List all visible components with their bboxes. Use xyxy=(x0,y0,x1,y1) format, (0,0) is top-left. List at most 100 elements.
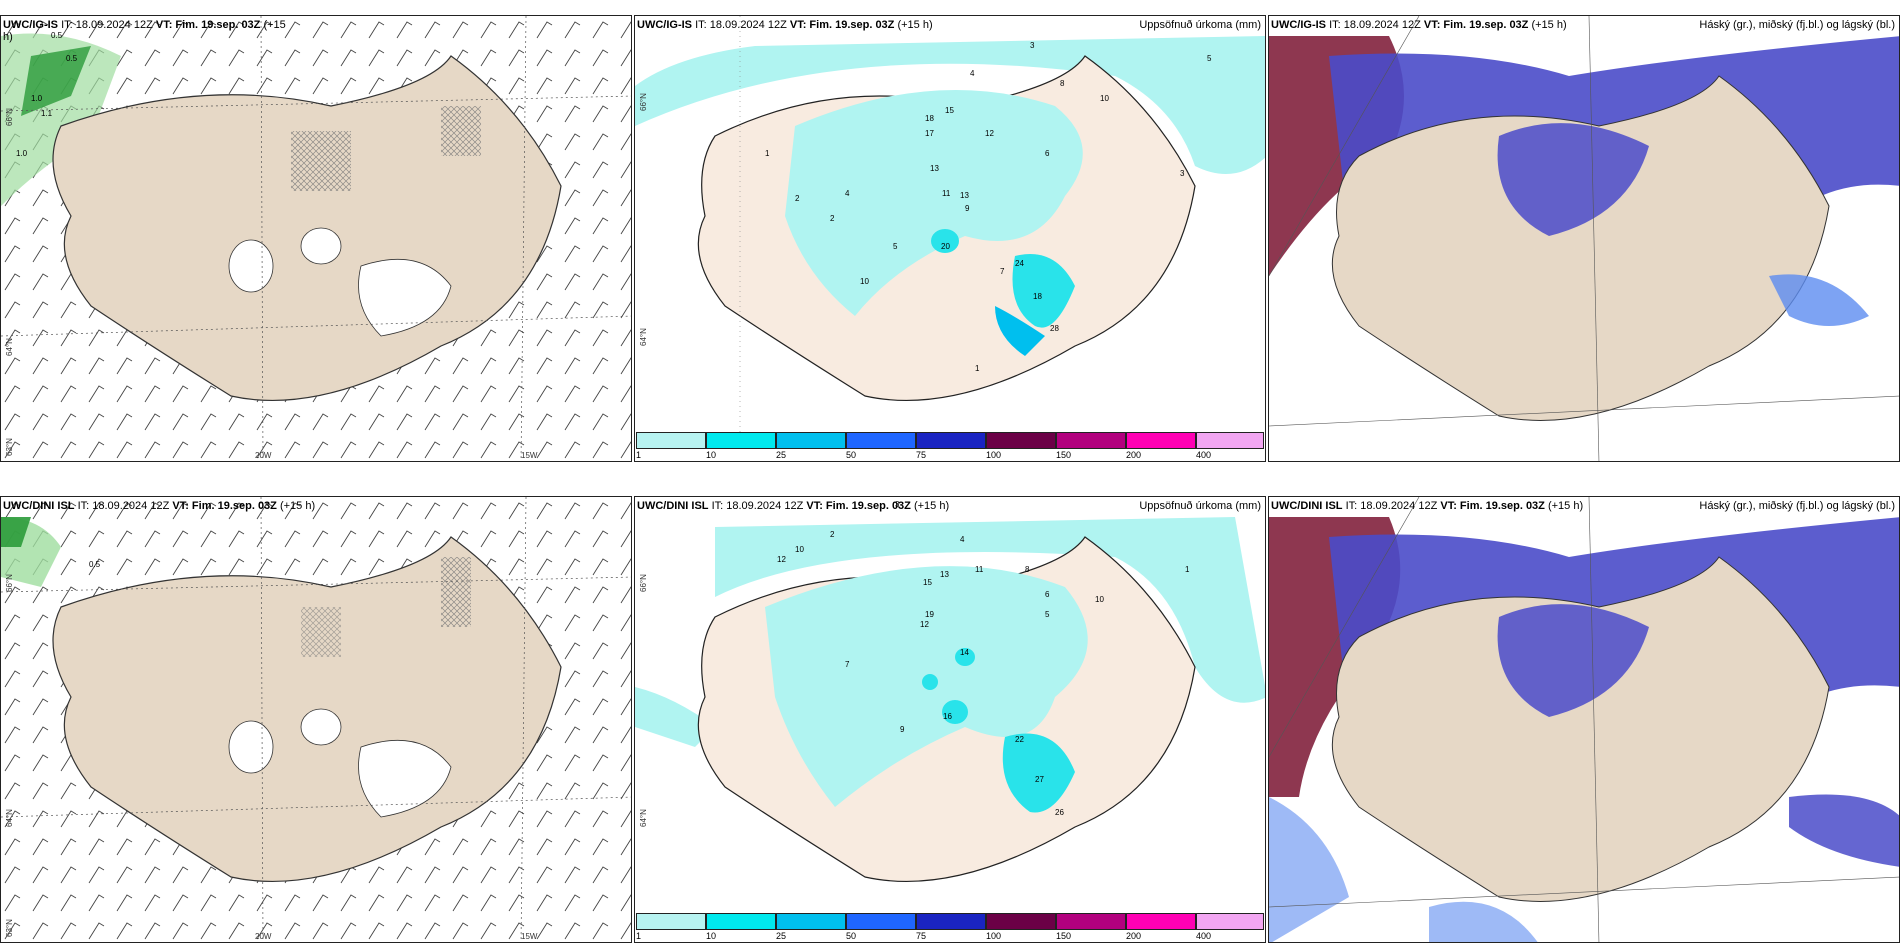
legend-swatch xyxy=(986,913,1056,930)
precip-value-labels: 3 2 4 12 10 15 13 11 12 8 14 16 19 27 26… xyxy=(777,500,1190,817)
valid-time: VT: Fim. 19.sep. 03Z xyxy=(789,19,895,31)
lead-time: (+15 h) xyxy=(897,19,933,31)
init-time: IT: 18.09.2024 12Z xyxy=(77,500,170,512)
legend-label: 150 xyxy=(1056,931,1072,941)
valid-time: VT: Fim. 19.sep. 03Z xyxy=(806,500,911,512)
precip-value: 12 xyxy=(777,555,786,564)
panel-right-title: Uppsöfnuð úrkoma (mm) xyxy=(1139,500,1261,512)
cloud-map-top xyxy=(1269,16,1899,461)
init-time: IT: 18.09.2024 12Z xyxy=(1345,500,1438,512)
model-name: UWC/DINI ISL xyxy=(637,500,709,512)
model-name: UWC/IG-IS xyxy=(637,19,692,31)
init-time: IT: 18.09.2024 12Z xyxy=(695,19,787,31)
cloud-map-bottom xyxy=(1269,497,1899,942)
legend-label: 100 xyxy=(986,450,1002,460)
precip-value: 5 xyxy=(1207,54,1212,63)
wind-value-label: 1.0 xyxy=(16,149,28,158)
lon-label: 20W xyxy=(255,932,272,941)
legend-label: 50 xyxy=(846,450,857,460)
wind-value-label: 0.5 xyxy=(66,54,78,63)
precip-value: 8 xyxy=(1025,565,1030,574)
lead-time: (+15 xyxy=(263,19,286,31)
legend-swatch xyxy=(1126,432,1196,449)
legend-label: 50 xyxy=(846,931,857,941)
model-name: UWC/DINI ISL xyxy=(1271,500,1343,512)
lat-label: 66°N xyxy=(639,93,648,111)
precip-map-bottom: 3 2 4 12 10 15 13 11 12 8 14 16 19 27 26… xyxy=(635,500,1265,882)
lat-label: 64°N xyxy=(5,809,14,827)
precip-value: 8 xyxy=(1060,79,1065,88)
precip-value: 13 xyxy=(940,570,949,579)
legend-label: 1 xyxy=(636,931,642,941)
legend-swatch xyxy=(636,432,706,449)
lat-label: 64°N xyxy=(5,338,14,356)
precip-value: 1 xyxy=(1185,565,1190,574)
precip-legend: 1 10 25 50 75 100 150 200 400 xyxy=(636,913,1264,941)
precip-value: 11 xyxy=(975,565,984,574)
iceland-land xyxy=(1331,75,1830,421)
panel-title: UWC/IG-IS IT: 18.09.2024 12Z VT: Fim. 19… xyxy=(3,19,286,43)
legend-swatch xyxy=(776,432,846,449)
lon-label: 20W xyxy=(255,451,272,460)
precip-value: 2 xyxy=(830,214,835,223)
cloud-panel-bottom: UWC/DINI ISL IT: 18.09.2024 12Z VT: Fim.… xyxy=(1268,496,1900,943)
precip-value: 9 xyxy=(900,725,905,734)
legend-label: 400 xyxy=(1196,450,1212,460)
valid-time: VT: Fim. 19.sep. 03Z xyxy=(172,500,277,512)
precip-value: 12 xyxy=(985,129,994,138)
precip-value: 26 xyxy=(1055,808,1064,817)
lon-label: 15W xyxy=(521,932,538,941)
wind-value-label: 1.1 xyxy=(41,109,53,118)
wind-value-label: 1.0 xyxy=(31,94,43,103)
legend-swatch xyxy=(1196,913,1264,930)
wind-panel-bottom: 0.5 UWC/DINI ISL IT: 18.09.2024 12Z VT: … xyxy=(0,496,632,943)
lon-label: 15W xyxy=(521,451,538,460)
precip-value: 10 xyxy=(1095,595,1104,604)
precip-value: 22 xyxy=(1015,735,1024,744)
precip-value: 2 xyxy=(795,194,800,203)
lead-time: (+15 h) xyxy=(913,500,950,512)
valid-time: VT: Fim. 19.sep. 03Z xyxy=(155,19,261,31)
lat-label: 63°N xyxy=(5,919,14,937)
legend-swatch xyxy=(706,432,776,449)
lat-label: 64°N xyxy=(639,328,648,346)
precip-value: 7 xyxy=(845,660,850,669)
precip-value: 28 xyxy=(1050,324,1059,333)
precip-value: 3 xyxy=(1030,41,1035,50)
legend-label: 10 xyxy=(706,450,717,460)
wind-panel-top: 0.5 1.0 1.1 1.0 0.5 UWC/IG-IS IT: 18.09.… xyxy=(0,15,632,462)
panel-title: UWC/IG-IS IT: 18.09.2024 12Z VT: Fim. 19… xyxy=(1271,19,1567,31)
wind-value-label: 0.5 xyxy=(51,31,63,40)
legend-label: 200 xyxy=(1126,450,1142,460)
legend-swatch xyxy=(1056,432,1126,449)
wind-value-label: 0.5 xyxy=(89,560,101,569)
init-time: IT: 18.09.2024 12Z xyxy=(711,500,804,512)
legend-swatch xyxy=(916,432,986,449)
precip-value: 4 xyxy=(845,189,850,198)
precip-value: 20 xyxy=(941,242,950,251)
legend-label: 200 xyxy=(1126,931,1142,941)
model-name: UWC/IG-IS xyxy=(1271,19,1326,31)
legend-swatch xyxy=(916,913,986,930)
panel-title: UWC/IG-IS IT: 18.09.2024 12Z VT: Fim. 19… xyxy=(637,19,933,31)
precip-value: 5 xyxy=(893,242,898,251)
precip-value: 14 xyxy=(960,648,969,657)
precip-value: 4 xyxy=(960,535,965,544)
precip-value: 1 xyxy=(975,364,980,373)
model-name: UWC/IG-IS xyxy=(3,19,58,31)
legend-label: 75 xyxy=(916,931,927,941)
precip-map-top: 3 4 8 1 2 5 15 18 17 10 12 6 13 11 13 20… xyxy=(635,16,1265,436)
wind-map-bottom: 0.5 xyxy=(1,497,631,942)
precip-value: 10 xyxy=(860,277,869,286)
wind-map-top: 0.5 1.0 1.1 1.0 0.5 xyxy=(1,16,631,461)
precip-value: 3 xyxy=(895,500,900,509)
lead-time: (+15 h) xyxy=(279,500,316,512)
legend-swatch xyxy=(1126,913,1196,930)
precip-panel-bottom: 3 2 4 12 10 15 13 11 12 8 14 16 19 27 26… xyxy=(634,496,1266,943)
legend-label: 10 xyxy=(706,931,717,941)
legend-swatch xyxy=(706,913,776,930)
precip-value: 24 xyxy=(1015,259,1024,268)
init-time: IT: 18.09.2024 12Z xyxy=(61,19,153,31)
lat-label: 63°N xyxy=(5,438,14,456)
lead-time-wrap: h) xyxy=(3,31,13,43)
